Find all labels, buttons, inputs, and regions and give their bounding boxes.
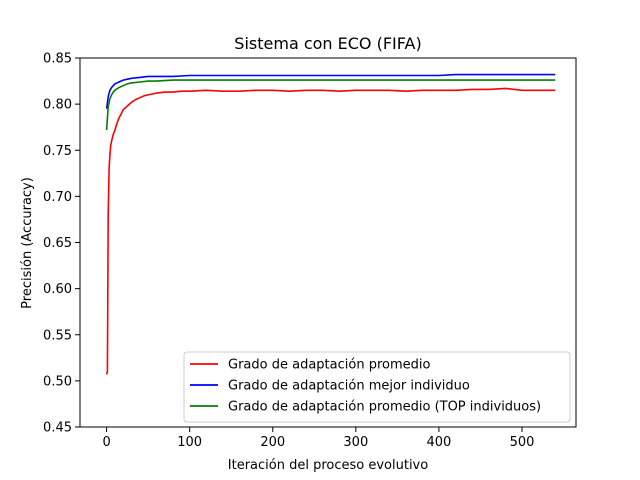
y-tick-label: 0.55	[43, 328, 72, 343]
x-ticks: 0 100 200 300 400 500	[102, 427, 534, 450]
x-axis-label: Iteración del proceso evolutivo	[228, 458, 428, 473]
y-axis-label: Precisión (Accuracy)	[20, 177, 35, 309]
x-tick-label: 100	[177, 435, 202, 450]
series-line-1	[105, 73, 556, 109]
y-tick-label: 0.65	[43, 236, 72, 251]
series-line-0	[105, 87, 556, 375]
x-tick-label: 400	[427, 435, 452, 450]
x-tick-label: 300	[343, 435, 368, 450]
series-line-2	[105, 79, 556, 131]
legend-box	[183, 351, 571, 423]
series-layer	[105, 73, 556, 375]
y-tick-label: 0.85	[43, 52, 72, 67]
x-tick-label: 0	[102, 435, 110, 450]
legend-label-1: Grado de adaptación mejor individuo	[228, 379, 470, 394]
y-tick-label: 0.70	[43, 190, 72, 205]
y-ticks: 0.45 0.50 0.55 0.60 0.65 0.70 0.75 0.80 0.85	[43, 52, 80, 436]
x-tick-label: 200	[260, 435, 285, 450]
legend-label-0: Grado de adaptación promedio	[228, 358, 430, 373]
y-tick-label: 0.50	[43, 374, 72, 389]
legend: Grado de adaptación promedio Grado de ada…	[183, 351, 571, 423]
y-tick-label: 0.80	[43, 98, 72, 113]
chart-title: Sistema con ECO (FIFA)	[234, 34, 421, 53]
legend-label-2: Grado de adaptación promedio (TOP indivi…	[228, 400, 541, 415]
y-tick-label: 0.60	[43, 282, 72, 297]
y-tick-label: 0.45	[43, 421, 72, 436]
x-tick-label: 500	[510, 435, 535, 450]
y-tick-label: 0.75	[43, 144, 72, 159]
